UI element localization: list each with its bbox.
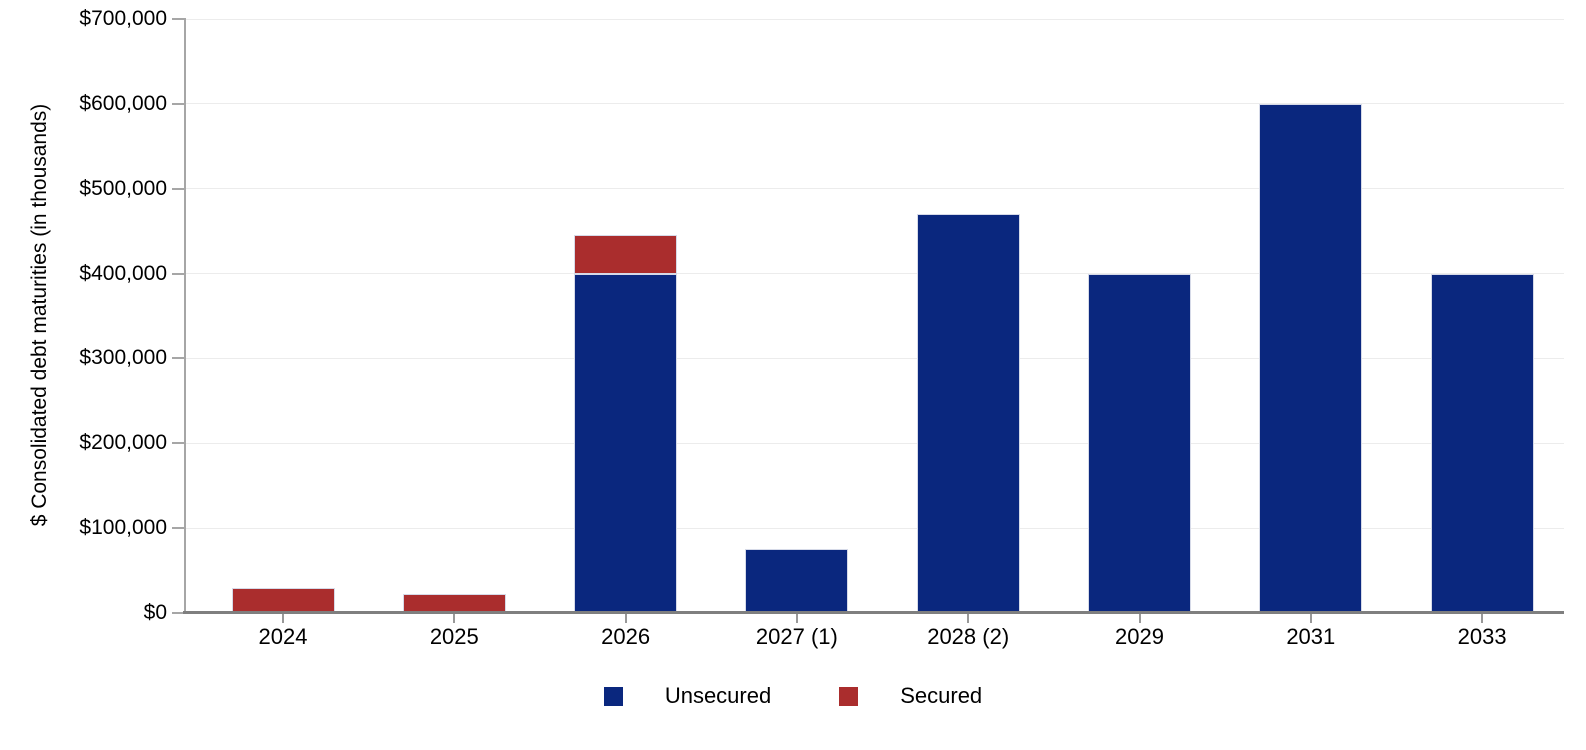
bar-2026-unsecured: [574, 273, 678, 613]
x-tick-label-2024: 2024: [258, 624, 308, 649]
x-tickmark-2033: [1481, 614, 1484, 623]
legend-item-unsecured: Unsecured: [603, 683, 772, 709]
x-tickmark-2028: [967, 614, 970, 623]
y-tick-label-700000: $700,000: [79, 7, 167, 30]
bar-2033-unsecured: [1430, 273, 1534, 613]
y-tick-label-300000: $300,000: [79, 346, 167, 370]
x-tickmark-2029: [1138, 614, 1141, 623]
chart-legend: Unsecured Secured: [0, 681, 1586, 711]
bar-2028-unsecured: [916, 214, 1020, 613]
gridline-500000: [184, 188, 1564, 190]
gridline-400000: [184, 273, 1564, 275]
legend-label-secured: Secured: [900, 683, 983, 708]
legend-swatch-secured: [839, 686, 859, 706]
gridline-700000: [184, 18, 1564, 20]
y-axis-line: [184, 18, 186, 614]
bar-2029-unsecured: [1088, 273, 1191, 613]
gridline-600000: [184, 103, 1564, 105]
y-tickmark-200000: [172, 442, 184, 445]
gridline-300000: [184, 357, 1564, 359]
x-tickmark-2025: [453, 614, 456, 623]
legend-swatch-unsecured: [603, 686, 623, 706]
y-tickmark-700000: [172, 18, 184, 20]
gridline-100000: [184, 527, 1564, 529]
y-tickmark-0: [172, 612, 184, 614]
y-tickmark-300000: [172, 357, 184, 360]
x-tick-label-2025: 2025: [429, 624, 479, 649]
y-tick-label-0: $0: [143, 601, 167, 624]
y-tick-label-500000: $500,000: [79, 176, 167, 200]
x-axis-line: [183, 611, 1564, 614]
x-tick-label-2026: 2026: [601, 624, 651, 649]
bar-2026-secured: [574, 234, 678, 274]
legend-item-secured: Secured: [839, 683, 982, 709]
legend-label-unsecured: Unsecured: [664, 683, 772, 708]
x-tickmark-2026: [624, 614, 627, 623]
x-tick-label-2029: 2029: [1115, 624, 1164, 649]
x-tick-label-2027: 2027 (1): [755, 624, 838, 649]
y-tickmark-400000: [172, 272, 184, 275]
bar-2024-secured: [231, 587, 335, 613]
y-tick-label-200000: $200,000: [79, 431, 167, 455]
y-tickmark-500000: [172, 187, 184, 190]
x-tickmark-2024: [282, 614, 284, 623]
bar-2027-unsecured: [745, 549, 849, 613]
y-tickmark-600000: [172, 102, 184, 105]
x-tick-label-2031: 2031: [1286, 624, 1336, 649]
y-tick-label-100000: $100,000: [79, 516, 167, 540]
bar-2031-unsecured: [1259, 103, 1363, 613]
x-tick-label-2028: 2028 (2): [927, 624, 1010, 649]
y-tick-label-400000: $400,000: [79, 261, 167, 285]
y-tickmark-100000: [172, 527, 184, 530]
y-tick-label-600000: $600,000: [79, 91, 167, 115]
x-tickmark-2031: [1309, 614, 1312, 623]
x-tick-label-2033: 2033: [1457, 624, 1507, 649]
x-tickmark-2027: [795, 614, 798, 623]
gridline-200000: [184, 442, 1564, 444]
